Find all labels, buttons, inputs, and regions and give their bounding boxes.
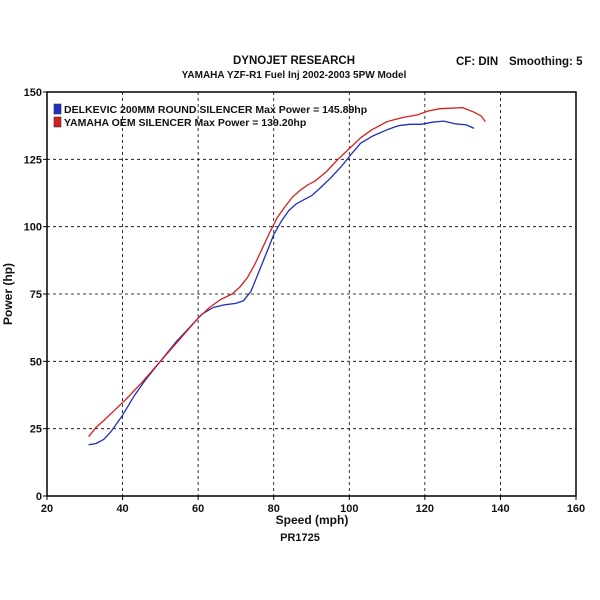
axis-ticks: 20 40 60 80 100 120 140 160 0 25 50 75 100 125 150	[24, 87, 586, 515]
y-tick-label: 75	[30, 289, 42, 301]
grid	[47, 92, 576, 496]
legend-swatch-2	[53, 116, 62, 128]
x-tick-label: 60	[192, 503, 204, 515]
series-line-2	[88, 106, 486, 438]
x-tick-label: 40	[116, 503, 128, 515]
legend-label-1: DELKEVIC 200MM ROUND SILENCER Max Power …	[64, 104, 367, 116]
y-tick-label: 0	[36, 491, 42, 503]
x-tick-label: 160	[567, 503, 585, 515]
x-axis-title: Speed (mph)	[276, 513, 349, 527]
y-tick-label: 125	[24, 154, 42, 166]
y-tick-label: 25	[30, 424, 42, 436]
x-tick-label: 120	[416, 503, 434, 515]
y-axis-title: Power (hp)	[1, 263, 15, 325]
y-tick-label: 50	[30, 356, 42, 368]
x-tick-label: 20	[41, 503, 53, 515]
y-tick-label: 150	[24, 87, 42, 99]
run-id: PR1725	[280, 532, 320, 544]
x-tick-label: 100	[340, 503, 358, 515]
smoothing-label: Smoothing: 5	[509, 56, 583, 68]
legend: DELKEVIC 200MM ROUND SILENCER Max Power …	[53, 103, 367, 129]
legend-swatch-1	[53, 103, 62, 115]
legend-label-2: YAMAHA OEM SILENCER Max Power = 139.20hp	[64, 117, 306, 129]
series-line-1	[88, 120, 475, 446]
chart-title: DYNOJET RESEARCH	[233, 55, 355, 67]
y-tick-label: 100	[24, 222, 42, 234]
chart-subtitle: YAMAHA YZF-R1 Fuel Inj 2002-2003 5PW Mod…	[182, 70, 407, 81]
x-tick-label: 140	[491, 503, 509, 515]
correction-factor: CF: DIN	[456, 56, 498, 68]
series-layer	[88, 106, 486, 446]
x-tick-label: 80	[268, 503, 280, 515]
